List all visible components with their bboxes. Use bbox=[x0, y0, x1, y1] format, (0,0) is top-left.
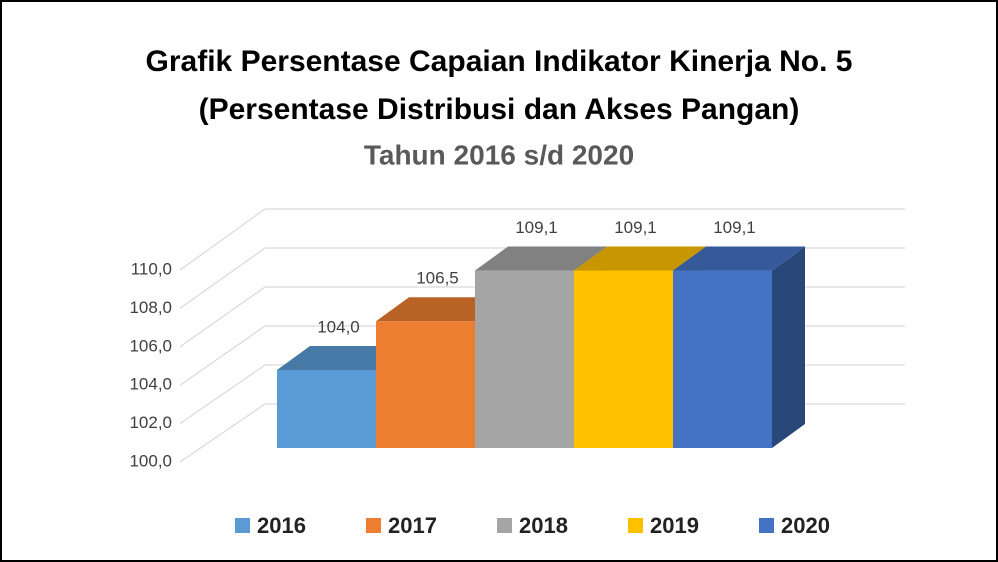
value-label: 109,1 bbox=[515, 218, 558, 237]
bar-side bbox=[772, 246, 805, 448]
legend-label: 2016 bbox=[257, 513, 306, 538]
y-tick-label: 110,0 bbox=[131, 259, 172, 278]
y-tick-label: 100,0 bbox=[129, 451, 172, 470]
legend-swatch bbox=[628, 518, 643, 533]
bar bbox=[574, 270, 673, 448]
value-label: 104,0 bbox=[317, 317, 360, 336]
grid-line bbox=[179, 364, 266, 425]
grid-line bbox=[179, 403, 266, 463]
legend-label: 2019 bbox=[650, 513, 699, 538]
y-tick-label: 106,0 bbox=[129, 336, 172, 355]
value-label: 109,1 bbox=[614, 218, 657, 237]
legend-swatch bbox=[235, 518, 250, 533]
legend-label: 2018 bbox=[519, 513, 568, 538]
bar-top bbox=[673, 246, 805, 271]
bar bbox=[673, 270, 772, 448]
chart-subtitle: Tahun 2016 s/d 2020 bbox=[364, 139, 634, 170]
y-tick-label: 104,0 bbox=[129, 375, 172, 394]
legend-label: 2017 bbox=[388, 513, 437, 538]
chart-title: Grafik Persentase Capaian Indikator Kine… bbox=[146, 45, 853, 78]
grid-line bbox=[179, 286, 266, 348]
bar-top bbox=[475, 246, 607, 271]
legend-swatch bbox=[497, 518, 512, 533]
y-tick-label: 108,0 bbox=[129, 298, 172, 317]
bar bbox=[475, 270, 574, 448]
legend-swatch bbox=[759, 518, 774, 533]
legend-swatch bbox=[366, 518, 381, 533]
legend-label: 2020 bbox=[781, 513, 830, 538]
bar bbox=[376, 321, 475, 448]
chart-title: (Persentase Distribusi dan Akses Pangan) bbox=[199, 93, 800, 126]
grid-line bbox=[179, 208, 266, 271]
grid-line bbox=[179, 325, 266, 386]
bar-top bbox=[574, 246, 706, 271]
value-label: 106,5 bbox=[416, 269, 459, 288]
grid-line bbox=[179, 247, 266, 309]
y-tick-label: 102,0 bbox=[129, 413, 172, 432]
value-label: 109,1 bbox=[713, 218, 756, 237]
bar bbox=[277, 370, 376, 448]
